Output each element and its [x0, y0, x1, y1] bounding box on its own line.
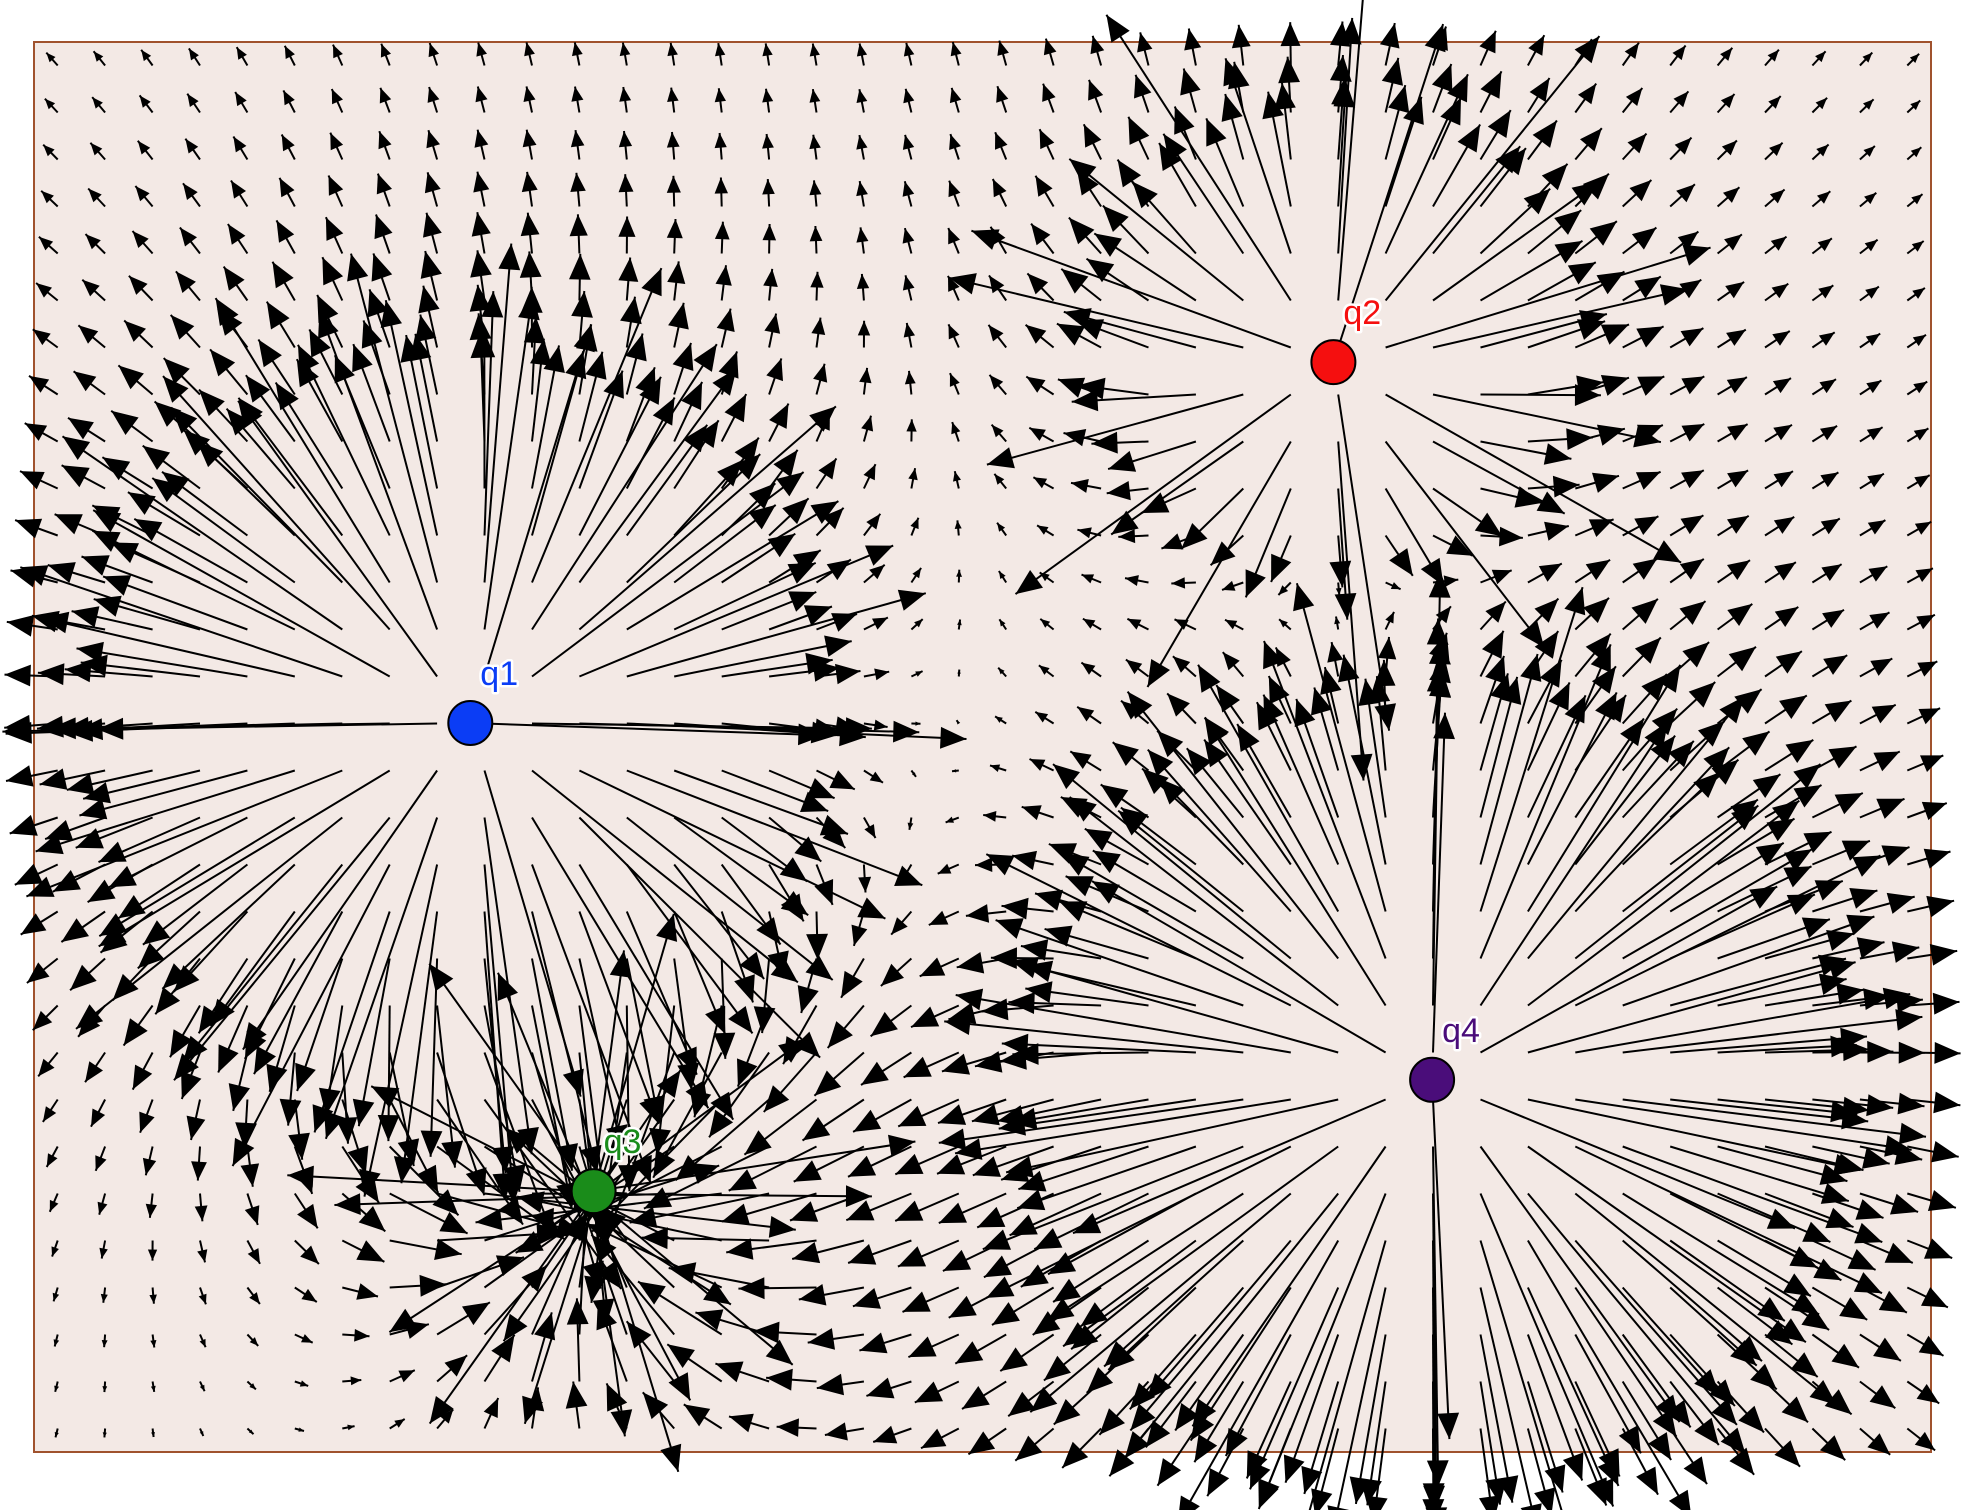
charge-q4-marker[interactable]: [1410, 1058, 1454, 1102]
field-arrow-head: [1284, 1455, 1305, 1483]
field-arrow-head: [1930, 944, 1957, 966]
field-arrow-head: [6, 765, 34, 786]
field-arrow-head: [1684, 1456, 1707, 1484]
field-arrow-head: [1636, 1467, 1658, 1495]
field-arrow-head: [7, 615, 34, 637]
field-arrow-head: [1934, 1042, 1960, 1064]
field-arrow-head: [1928, 1190, 1956, 1211]
field-arrow-head: [1933, 993, 1960, 1015]
field-arrow-head: [5, 665, 31, 687]
field-arrow-head: [1178, 1496, 1200, 1510]
field-arrow-head: [1669, 1490, 1692, 1510]
field-arrow-head: [1207, 1468, 1229, 1496]
field-arrow-head: [1232, 25, 1251, 49]
field-arrow-head: [1563, 1452, 1584, 1480]
field-arrow-head: [1106, 15, 1129, 43]
charge-q2-marker[interactable]: [1311, 340, 1355, 384]
charge-q3-label: q3: [604, 1123, 642, 1161]
field-arrow-head: [1587, 1477, 1607, 1505]
charge-q4-label: q4: [1442, 1012, 1480, 1050]
field-arrow-head: [1258, 1481, 1278, 1509]
field-arrow-head: [1427, 1460, 1449, 1486]
field-arrow-head: [1931, 1141, 1959, 1162]
field-arrow-head: [1479, 1495, 1501, 1510]
field-arrow-head: [1184, 29, 1201, 51]
field-arrow-shaft: [1433, 1429, 1434, 1510]
field-arrow-head: [1926, 896, 1954, 917]
charge-q2-label: q2: [1343, 294, 1381, 332]
charge-q1-label: q1: [480, 655, 518, 693]
field-arrow-head: [1281, 22, 1301, 46]
field-arrow-head: [1366, 1496, 1388, 1510]
charge-q1-marker[interactable]: [448, 701, 492, 745]
field-arrow-head: [1380, 23, 1400, 48]
charge-q3-marker[interactable]: [572, 1169, 616, 1213]
plot-area: [34, 42, 1931, 1452]
field-arrow-head: [1933, 1092, 1960, 1114]
field-arrow-head: [1158, 1458, 1182, 1486]
